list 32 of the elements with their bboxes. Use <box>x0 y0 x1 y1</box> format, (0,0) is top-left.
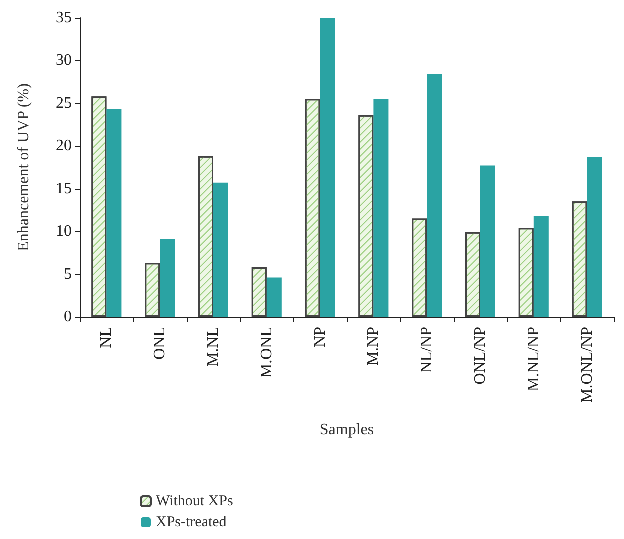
y-tick-label: 35 <box>56 10 72 26</box>
y-tick-label: 5 <box>64 266 72 283</box>
x-tick-label: M.ONL/NP <box>578 326 596 404</box>
bar <box>587 157 602 317</box>
bar <box>427 74 442 317</box>
bar <box>266 278 282 317</box>
legend-label: Without XPs <box>156 494 234 510</box>
x-tick-label: M.NL/NP <box>525 326 542 392</box>
y-tick-label: 0 <box>64 308 72 326</box>
bar <box>534 216 549 317</box>
bar <box>160 239 176 317</box>
x-tick-label: ONL/NP <box>472 326 489 385</box>
x-tick-label: M.ONL <box>258 327 276 378</box>
x-tick-label: M.NP <box>365 326 382 366</box>
x-tick-label: NP <box>312 326 329 348</box>
y-tick-label: 30 <box>56 52 72 70</box>
x-tick-label: NL/NP <box>418 326 436 374</box>
x-tick-label: NL <box>98 327 116 348</box>
x-axis-title: Samples <box>320 422 374 438</box>
bar <box>480 166 496 317</box>
x-tick-label: ONL <box>152 327 169 360</box>
bar <box>214 182 228 317</box>
y-tick-label: 25 <box>56 94 72 112</box>
y-tick-label: 15 <box>56 180 72 198</box>
y-axis-title: Enhancement of UVP (%) <box>16 84 32 252</box>
y-tick-label: 10 <box>56 223 72 240</box>
bar <box>320 18 336 317</box>
bar <box>374 99 389 317</box>
legend-label: XPs-treated <box>156 514 228 530</box>
bar <box>106 109 122 317</box>
y-tick-label: 20 <box>56 138 72 155</box>
x-tick-label: M.NL <box>205 327 222 367</box>
